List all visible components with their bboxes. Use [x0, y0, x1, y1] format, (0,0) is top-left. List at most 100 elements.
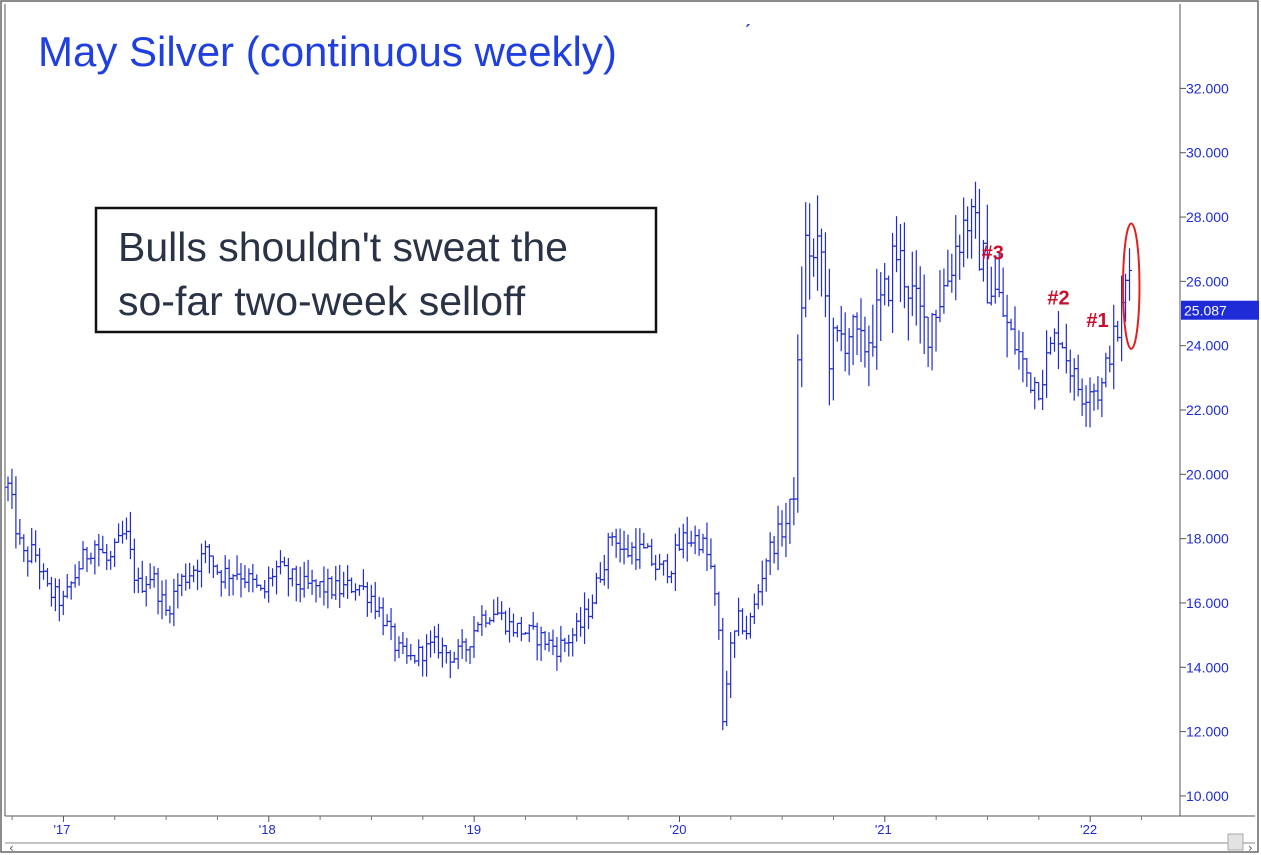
- ohlc-bar: [558, 625, 564, 663]
- x-tick-label: '21: [875, 822, 892, 837]
- ohlc-bar: [901, 222, 907, 309]
- ohlc-bar: [680, 523, 686, 559]
- ohlc-bar: [404, 637, 410, 664]
- ohlc-bar: [428, 630, 434, 658]
- ohlc-bar: [838, 305, 844, 352]
- ohlc-bar: [807, 203, 813, 300]
- ohlc-bar: [1067, 349, 1073, 393]
- ohlc-bar: [151, 566, 157, 588]
- ohlc-bar: [1127, 248, 1133, 301]
- ohlc-bar: [218, 570, 224, 597]
- ohlc-bar: [566, 634, 572, 657]
- ohlc-bar: [9, 468, 15, 509]
- ohlc-bar: [1012, 306, 1018, 355]
- ohlc-bar: [242, 565, 248, 589]
- ohlc-bar: [637, 528, 643, 569]
- ohlc-bar: [1016, 330, 1022, 370]
- ohlc-bar: [664, 554, 670, 584]
- ohlc-bar: [866, 325, 872, 387]
- chart-title: May Silver (continuous weekly): [38, 28, 617, 75]
- ohlc-bar: [542, 631, 548, 651]
- ohlc-bar: [965, 206, 971, 259]
- ohlc-bar: [657, 553, 663, 570]
- ohlc-bar: [953, 215, 959, 301]
- price-bars: [5, 181, 1133, 731]
- ohlc-bar: [376, 596, 382, 618]
- ohlc-bar: [76, 561, 82, 586]
- ohlc-bar: [672, 533, 678, 591]
- ohlc-bar: [84, 546, 90, 573]
- scroll-left-arrow[interactable]: ‹: [9, 841, 14, 855]
- ohlc-bar: [33, 530, 39, 563]
- ohlc-bar: [688, 530, 694, 547]
- ohlc-bar: [621, 530, 627, 565]
- ohlc-bar: [412, 654, 418, 664]
- annotation-label: #1: [1086, 310, 1108, 332]
- ohlc-bar: [779, 510, 785, 547]
- ohlc-bar: [518, 616, 524, 642]
- ohlc-bar: [625, 534, 631, 558]
- ohlc-bar: [933, 309, 939, 352]
- ohlc-bar: [1044, 330, 1050, 398]
- ohlc-bar: [507, 607, 513, 643]
- ohlc-bar: [250, 563, 256, 593]
- ohlc-bar: [274, 560, 280, 595]
- ohlc-bar: [700, 533, 706, 554]
- ohlc-bar: [210, 555, 216, 579]
- ohlc-bar: [645, 543, 651, 549]
- ohlc-bar: [206, 544, 212, 574]
- ohlc-bar: [894, 216, 900, 273]
- ohlc-bar: [270, 568, 276, 587]
- y-tick-label: 30.000: [1186, 145, 1229, 161]
- ohlc-bar: [633, 528, 639, 570]
- ohlc-bar: [649, 538, 655, 567]
- ohlc-bar: [1040, 369, 1046, 411]
- ohlc-bar: [1048, 336, 1054, 355]
- ohlc-bar: [392, 623, 398, 662]
- ohlc-bar: [708, 538, 714, 570]
- ohlc-bar: [1115, 320, 1121, 342]
- ohlc-bar: [246, 568, 252, 593]
- ohlc-bar: [862, 316, 868, 368]
- ohlc-bar: [854, 312, 860, 356]
- ohlc-bar: [183, 563, 189, 591]
- ohlc-bar: [309, 569, 315, 595]
- ohlc-bar: [641, 532, 647, 549]
- ohlc-bar: [882, 262, 888, 306]
- ohlc-bar: [408, 644, 414, 661]
- ohlc-bar: [676, 527, 682, 551]
- ohlc-bar: [214, 564, 220, 575]
- ohlc-bar: [795, 334, 801, 513]
- ohlc-bar: [234, 555, 240, 581]
- ohlc-bar: [696, 529, 702, 556]
- ohlc-bar: [167, 605, 173, 624]
- ohlc-bar: [175, 573, 181, 609]
- ohlc-bar: [483, 610, 489, 628]
- x-axis: '17 '18 '19 '20 '21 '22: [11, 816, 1143, 837]
- y-tick-label: 10.000: [1186, 788, 1229, 804]
- ohlc-bar: [202, 540, 208, 564]
- ohlc-bar: [104, 543, 110, 571]
- y-tick-label: 32.000: [1186, 80, 1229, 96]
- ohlc-bar: [56, 578, 62, 622]
- x-tick-label: '20: [669, 822, 686, 837]
- ohlc-bar: [1107, 345, 1113, 373]
- ohlc-bar: [416, 639, 422, 667]
- ohlc-bar: [546, 632, 552, 652]
- y-tick-label: 12.000: [1186, 724, 1229, 740]
- scroll-right-arrow[interactable]: ›: [1248, 841, 1253, 855]
- ohlc-bar: [467, 646, 473, 665]
- ohlc-bar: [870, 304, 876, 357]
- ohlc-bar: [909, 251, 915, 316]
- scrollbar-thumb[interactable]: [1227, 833, 1244, 851]
- ohlc-bar: [479, 605, 485, 637]
- ohlc-bar: [514, 622, 520, 638]
- ohlc-bar: [791, 477, 797, 526]
- ohlc-bar: [29, 528, 35, 564]
- ohlc-bar: [803, 202, 809, 318]
- ohlc-bar: [570, 628, 576, 657]
- ohlc-bar: [13, 476, 19, 549]
- ohlc-bar: [384, 614, 390, 627]
- ohlc-bar: [767, 532, 773, 576]
